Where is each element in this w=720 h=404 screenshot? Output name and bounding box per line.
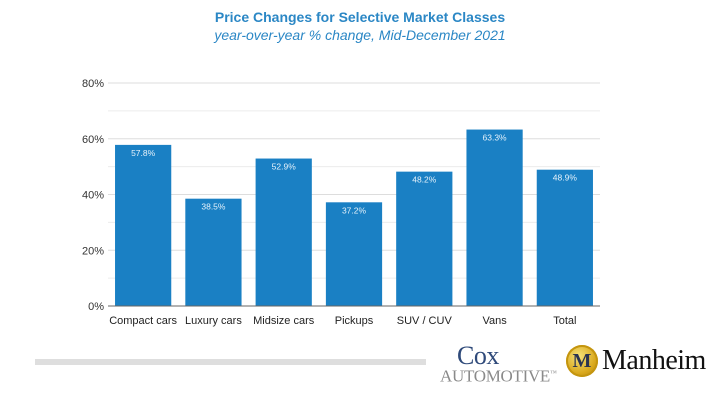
manheim-emblem-icon: M: [566, 345, 598, 377]
x-tick-label: Total: [553, 315, 576, 327]
footer-divider-bar: [35, 359, 426, 365]
data-label: 48.9%: [553, 173, 578, 183]
bar: [536, 169, 593, 306]
chart-subtitle: year-over-year % change, Mid-December 20…: [214, 27, 506, 43]
y-tick-label: 0%: [88, 301, 104, 313]
x-axis-ticks: Compact cars Luxury cars Midsize cars Picku…: [109, 315, 576, 327]
bar: [255, 158, 312, 306]
bar: [396, 171, 453, 306]
bar: [185, 198, 242, 306]
cox-logo-text: Cox: [457, 341, 499, 370]
x-tick-label: Midsize cars: [253, 315, 315, 327]
data-label: 38.5%: [201, 202, 226, 212]
cox-logo-subtext: AUTOMOTIVE™: [440, 363, 557, 387]
data-label: 52.9%: [272, 162, 297, 172]
y-tick-label: 40%: [82, 190, 104, 202]
trademark: ™: [550, 369, 557, 377]
data-labels: 57.8% 38.5% 52.9% 37.2% 48.2% 63.3% 48.9%: [131, 133, 577, 216]
data-label: 63.3%: [483, 133, 508, 143]
manheim-logo-text: Manheim: [602, 345, 706, 376]
y-tick-label: 20%: [82, 245, 104, 257]
y-axis-ticks: 0% 20% 40% 60% 80%: [82, 78, 104, 313]
chart-title: Price Changes for Selective Market Class…: [214, 9, 506, 25]
emblem-letter: M: [572, 350, 592, 372]
data-label: 48.2%: [412, 175, 437, 185]
bar: [115, 144, 172, 306]
cox-automotive-logo: Cox AUTOMOTIVE™: [440, 341, 557, 386]
x-tick-label: Pickups: [335, 315, 374, 327]
manheim-logo: M Manheim: [566, 345, 716, 381]
data-label: 57.8%: [131, 148, 156, 158]
x-tick-label: Compact cars: [109, 315, 177, 327]
automotive-text: AUTOMOTIVE: [440, 366, 551, 386]
data-label: 37.2%: [342, 205, 367, 215]
bars: [115, 129, 593, 306]
x-tick-label: Vans: [482, 315, 507, 327]
y-tick-label: 60%: [82, 134, 104, 146]
y-tick-label: 80%: [82, 78, 104, 90]
x-tick-label: Luxury cars: [185, 315, 242, 327]
bar: [466, 129, 523, 306]
bar: [325, 202, 383, 306]
x-tick-label: SUV / CUV: [397, 315, 453, 327]
